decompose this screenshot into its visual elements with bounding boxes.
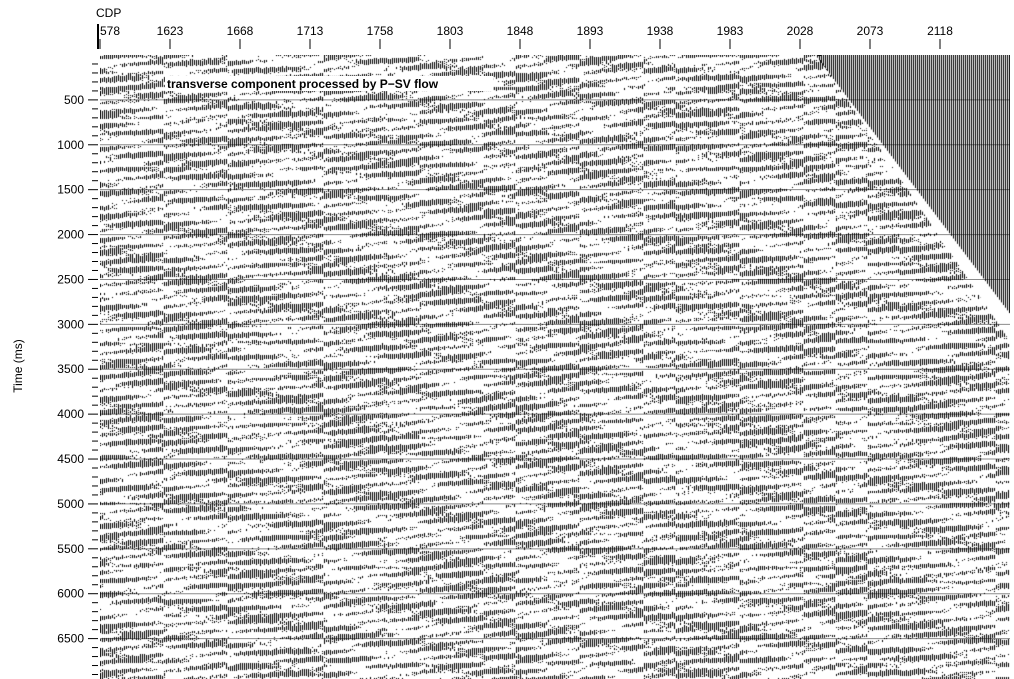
y-tick-label-5: 3000: [57, 317, 84, 331]
x-tick-label-6: 1848: [507, 24, 534, 38]
x-axis: 578 1623 1668 1713 1758 1803 1848 1893 1938 1983 2…: [97, 24, 953, 49]
y-tick-label-2: 1500: [57, 183, 84, 197]
x-tick-label-8: 1938: [647, 24, 674, 38]
x-axis-title: CDP: [96, 6, 121, 20]
x-tick-label-9: 1983: [717, 24, 744, 38]
x-tick-label-0: 578: [100, 24, 120, 38]
y-tick-label-1: 1000: [57, 138, 84, 152]
y-tick-label-7: 4000: [57, 407, 84, 421]
annotation-text: transverse component processed by P−SV f…: [167, 77, 439, 91]
annotation-box: transverse component processed by P−SV f…: [165, 76, 493, 91]
y-tick-label-12: 6500: [57, 632, 84, 646]
y-tick-label-0: 500: [64, 93, 84, 107]
y-tick-label-9: 5000: [57, 497, 84, 511]
x-tick-label-3: 1713: [297, 24, 324, 38]
y-axis: 500 1000 1500 2000 2500 3000 3500 4000 4500 5000 5…: [57, 63, 98, 676]
x-tick-label-7: 1893: [577, 24, 604, 38]
x-tick-label-12: 2118: [927, 24, 953, 38]
x-tick-label-10: 2028: [787, 24, 814, 38]
y-tick-label-6: 3500: [57, 362, 84, 376]
y-tick-label-10: 5500: [57, 542, 84, 556]
y-tick-label-4: 2500: [57, 272, 84, 286]
y-tick-label-3: 2000: [57, 228, 84, 242]
x-tick-label-4: 1758: [367, 24, 394, 38]
grid-lines: [100, 99, 1010, 640]
seismic-trace-area: [100, 55, 1010, 679]
x-tick-label-2: 1668: [227, 24, 254, 38]
x-tick-label-1: 1623: [157, 24, 184, 38]
y-tick-label-8: 4500: [57, 452, 84, 466]
x-tick-label-11: 2073: [857, 24, 884, 38]
y-axis-title: Time (ms): [11, 339, 25, 393]
y-tick-label-11: 6000: [57, 587, 84, 601]
x-tick-label-5: 1803: [437, 24, 464, 38]
seismic-traces-image: [100, 55, 1010, 679]
